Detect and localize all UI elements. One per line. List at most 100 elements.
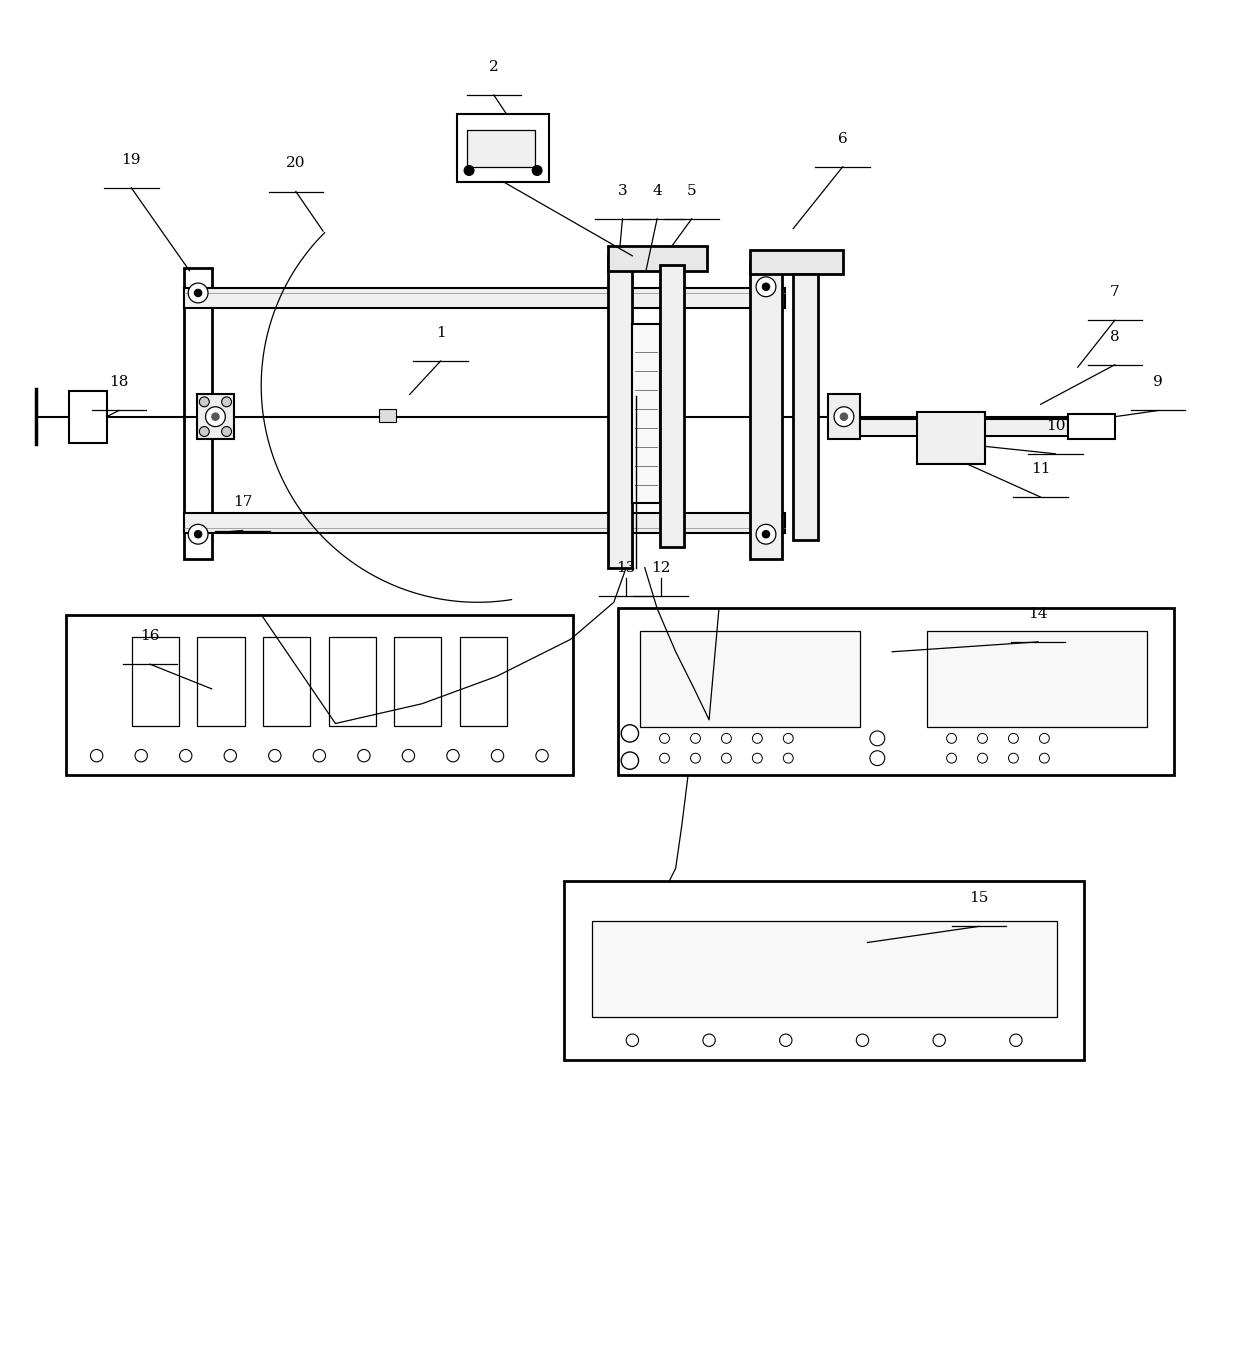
Circle shape <box>135 750 148 762</box>
Bar <box>926 630 1147 727</box>
Text: 11: 11 <box>1030 463 1050 476</box>
Circle shape <box>195 530 202 538</box>
Circle shape <box>870 751 885 766</box>
Bar <box>66 614 573 775</box>
Circle shape <box>464 165 474 176</box>
Circle shape <box>977 754 987 763</box>
Circle shape <box>188 525 208 544</box>
Circle shape <box>756 525 776 544</box>
Text: 2: 2 <box>489 60 498 74</box>
Circle shape <box>835 407 854 426</box>
Bar <box>640 630 861 727</box>
Text: 3: 3 <box>618 184 627 198</box>
Circle shape <box>402 750 414 762</box>
Text: 20: 20 <box>286 157 305 170</box>
Bar <box>608 256 632 568</box>
Bar <box>456 114 549 181</box>
Bar <box>750 250 843 275</box>
Circle shape <box>206 407 226 426</box>
Circle shape <box>1009 1034 1022 1046</box>
Circle shape <box>1008 754 1018 763</box>
Text: 10: 10 <box>1045 419 1065 433</box>
Circle shape <box>1039 733 1049 743</box>
Text: 17: 17 <box>233 495 252 510</box>
Text: 14: 14 <box>1028 607 1048 621</box>
Circle shape <box>977 733 987 743</box>
Text: 8: 8 <box>1110 330 1120 344</box>
Text: 9: 9 <box>1153 376 1163 390</box>
Bar <box>185 288 785 308</box>
Bar <box>1068 414 1115 438</box>
Bar <box>69 391 107 442</box>
Circle shape <box>536 750 548 762</box>
Circle shape <box>753 754 763 763</box>
Circle shape <box>763 530 770 538</box>
Bar <box>632 323 660 503</box>
Circle shape <box>532 165 542 176</box>
Bar <box>608 246 707 271</box>
Text: 7: 7 <box>1110 285 1120 299</box>
Bar <box>618 609 1174 775</box>
Bar <box>861 419 1095 437</box>
Circle shape <box>722 733 732 743</box>
Bar <box>660 264 684 547</box>
Text: 1: 1 <box>435 326 445 340</box>
Bar <box>394 637 441 727</box>
Text: 6: 6 <box>838 131 848 146</box>
Bar <box>185 513 785 533</box>
Text: 19: 19 <box>122 153 141 166</box>
Text: 13: 13 <box>616 561 636 575</box>
Bar <box>378 409 396 422</box>
Circle shape <box>180 750 192 762</box>
Text: 16: 16 <box>140 629 160 643</box>
Bar <box>466 130 534 166</box>
Circle shape <box>756 277 776 296</box>
Circle shape <box>195 290 202 296</box>
Circle shape <box>269 750 281 762</box>
Bar <box>197 395 234 438</box>
Circle shape <box>1039 754 1049 763</box>
Text: 5: 5 <box>687 184 697 198</box>
Bar <box>750 262 782 559</box>
Circle shape <box>763 283 770 291</box>
Circle shape <box>753 733 763 743</box>
Circle shape <box>932 1034 945 1046</box>
Circle shape <box>857 1034 869 1046</box>
Text: 12: 12 <box>651 561 671 575</box>
Circle shape <box>626 1034 639 1046</box>
Text: 18: 18 <box>109 376 129 390</box>
Circle shape <box>446 750 459 762</box>
Bar <box>185 268 212 559</box>
Circle shape <box>200 396 210 407</box>
Circle shape <box>841 413 848 421</box>
Circle shape <box>946 754 956 763</box>
Text: 4: 4 <box>652 184 662 198</box>
Bar <box>329 637 376 727</box>
Bar <box>916 411 985 464</box>
Text: 15: 15 <box>970 892 988 905</box>
Circle shape <box>691 754 701 763</box>
Circle shape <box>222 426 232 437</box>
Bar <box>591 921 1056 1016</box>
Circle shape <box>222 396 232 407</box>
Circle shape <box>188 283 208 303</box>
Bar <box>564 881 1084 1059</box>
Circle shape <box>784 754 794 763</box>
Circle shape <box>1008 733 1018 743</box>
Bar <box>131 637 179 727</box>
Bar <box>828 395 861 438</box>
Circle shape <box>91 750 103 762</box>
Circle shape <box>784 733 794 743</box>
Circle shape <box>200 426 210 437</box>
Bar <box>197 637 244 727</box>
Bar <box>794 275 818 540</box>
Circle shape <box>691 733 701 743</box>
Bar <box>263 637 310 727</box>
Circle shape <box>660 754 670 763</box>
Circle shape <box>870 731 885 746</box>
Bar <box>460 637 507 727</box>
Circle shape <box>491 750 503 762</box>
Circle shape <box>780 1034 792 1046</box>
Circle shape <box>946 733 956 743</box>
Circle shape <box>621 725 639 741</box>
